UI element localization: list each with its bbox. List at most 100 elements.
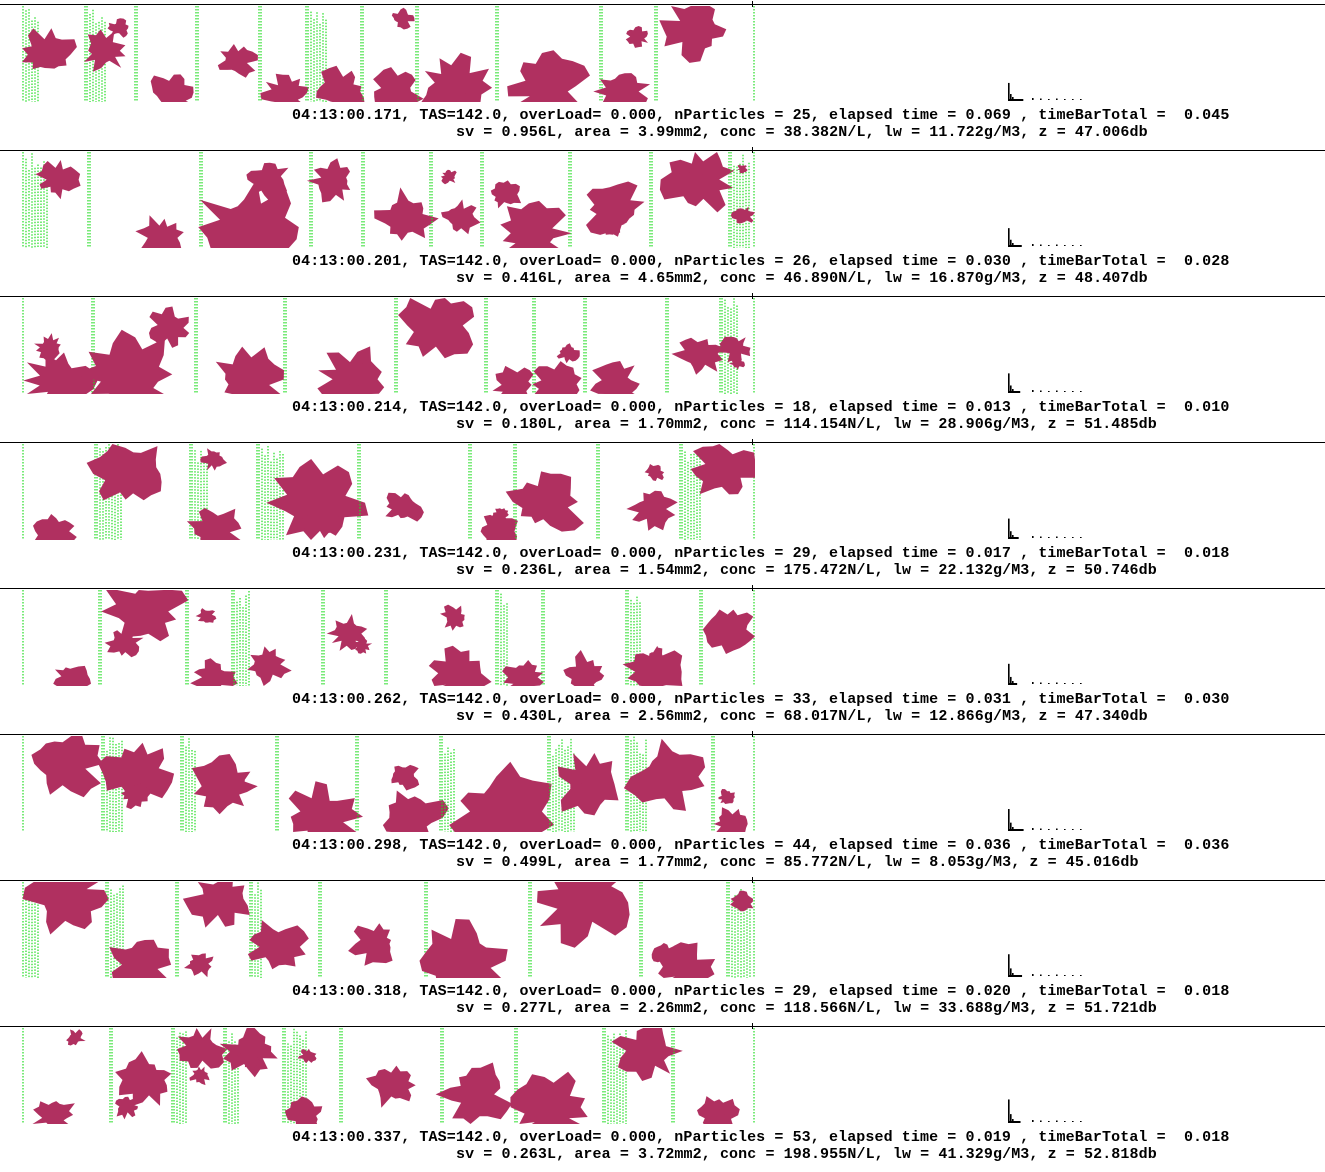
particle-blob [480, 514, 518, 540]
particle-blob [644, 464, 665, 481]
particle-blob [563, 650, 605, 686]
histogram-bar [1080, 975, 1082, 976]
histogram-bar [1010, 531, 1012, 538]
particle-frame: 04:13:00.298, TAS=142.0, overLoad= 0.000… [0, 731, 1325, 880]
histogram-base [1008, 99, 1024, 101]
particle-frame: 04:13:00.262, TAS=142.0, overLoad= 0.000… [0, 585, 1325, 734]
particle-blob [149, 306, 190, 348]
histogram-base [1008, 537, 1019, 539]
frame-info-line: 04:13:00.318, TAS=142.0, overLoad= 0.000… [292, 983, 1230, 1000]
particle-blob [573, 769, 606, 798]
histogram-bar [1012, 973, 1014, 976]
center-tick [752, 1023, 753, 1029]
particle-blob [306, 158, 351, 203]
histogram-base [1008, 1121, 1021, 1123]
frame-info-line: 04:13:00.262, TAS=142.0, overLoad= 0.000… [292, 691, 1230, 708]
histogram-bar [1040, 974, 1042, 976]
particle-blob [385, 492, 424, 522]
size-histogram [1008, 518, 1082, 539]
histogram-bar [1032, 244, 1034, 246]
particle-blob [288, 781, 363, 832]
histogram-bar [1056, 98, 1058, 100]
particle-blob [266, 459, 369, 540]
histogram-bar [1012, 389, 1014, 392]
histogram-bar [1012, 1119, 1014, 1122]
particle-blob [186, 508, 242, 540]
frame-info-line: 04:13:00.231, TAS=142.0, overLoad= 0.000… [292, 545, 1230, 562]
particle-blob [500, 200, 572, 248]
histogram-bar [1072, 99, 1074, 100]
center-tick [752, 293, 753, 299]
frame-stats-line: sv = 0.430L, area = 2.56mm2, conc = 68.0… [456, 708, 1148, 725]
particle-blob [391, 764, 420, 791]
particle-blob [299, 500, 345, 539]
histogram-bar [1064, 975, 1066, 976]
frame-info-line: 04:13:00.298, TAS=142.0, overLoad= 0.000… [292, 837, 1230, 854]
size-histogram [1008, 228, 1082, 247]
particle-frame: 04:13:00.337, TAS=142.0, overLoad= 0.000… [0, 1023, 1325, 1172]
particle-blob [22, 882, 109, 935]
histogram-bar [1048, 683, 1050, 684]
frame-stats-line: sv = 0.263L, area = 3.72mm2, conc = 198.… [456, 1146, 1157, 1163]
particle-blob [353, 637, 373, 654]
particle-blob [190, 658, 238, 686]
particle-image-strip [22, 152, 755, 248]
particle-blob [189, 1066, 210, 1086]
histogram-bar [1012, 243, 1014, 246]
frame-separator [0, 150, 1325, 151]
histogram-bar [1012, 827, 1014, 830]
histogram-bar [1040, 828, 1042, 830]
histogram-bar [1008, 373, 1010, 392]
histogram-bar [1064, 99, 1066, 100]
particle-blob [86, 444, 162, 501]
histogram-base [1008, 391, 1021, 393]
particle-blob [66, 1029, 86, 1046]
frame-info-line: 04:13:00.337, TAS=142.0, overLoad= 0.000… [292, 1129, 1230, 1146]
particle-blob [260, 73, 310, 102]
particle-blob [23, 352, 98, 394]
center-tick [752, 147, 753, 153]
center-tick [752, 585, 753, 591]
particle-blob [373, 67, 424, 102]
particle-frame: 04:13:00.171, TAS=142.0, overLoad= 0.000… [0, 1, 1325, 150]
particle-blob [507, 50, 590, 102]
particle-blob [247, 646, 292, 686]
particle-blob [505, 471, 584, 532]
particle-blob [195, 608, 217, 623]
particle-blob [212, 769, 245, 796]
histogram-bar [1072, 683, 1074, 684]
histogram-bar [1040, 536, 1042, 538]
frame-separator [0, 296, 1325, 297]
histogram-bar [1080, 829, 1082, 830]
particle-frame: 04:13:00.201, TAS=142.0, overLoad= 0.000… [0, 147, 1325, 296]
particle-blob [391, 7, 415, 30]
particle-blob [659, 6, 727, 63]
particle-blob [449, 761, 554, 832]
particle-blob [730, 206, 755, 224]
particle-blob [217, 44, 258, 78]
histogram-bar [1072, 829, 1074, 830]
size-histogram [1008, 954, 1082, 977]
histogram-bar [1008, 518, 1010, 538]
particle-blob [236, 1048, 261, 1068]
histogram-bar [1008, 228, 1010, 246]
particle-image-strip [22, 882, 755, 978]
histogram-bar [1072, 975, 1074, 976]
particle-blob [688, 346, 712, 363]
histogram-bar [1012, 681, 1014, 684]
particle-blob [326, 614, 368, 651]
particle-blob [435, 76, 468, 102]
particle-blob [625, 26, 648, 48]
particle-blob [596, 210, 625, 235]
particle-blob [382, 790, 449, 832]
particle-blob [246, 162, 289, 203]
frame-separator [0, 442, 1325, 443]
particle-blob [34, 333, 61, 362]
histogram-bar [1010, 239, 1012, 246]
frame-stats-line: sv = 0.499L, area = 1.77mm2, conc = 85.7… [456, 854, 1139, 871]
histogram-bar [1056, 974, 1058, 976]
particle-blob [717, 336, 751, 363]
particle-frame: 04:13:00.231, TAS=142.0, overLoad= 0.000… [0, 439, 1325, 588]
histogram-bar [1032, 390, 1034, 392]
histogram-base [1008, 683, 1018, 685]
